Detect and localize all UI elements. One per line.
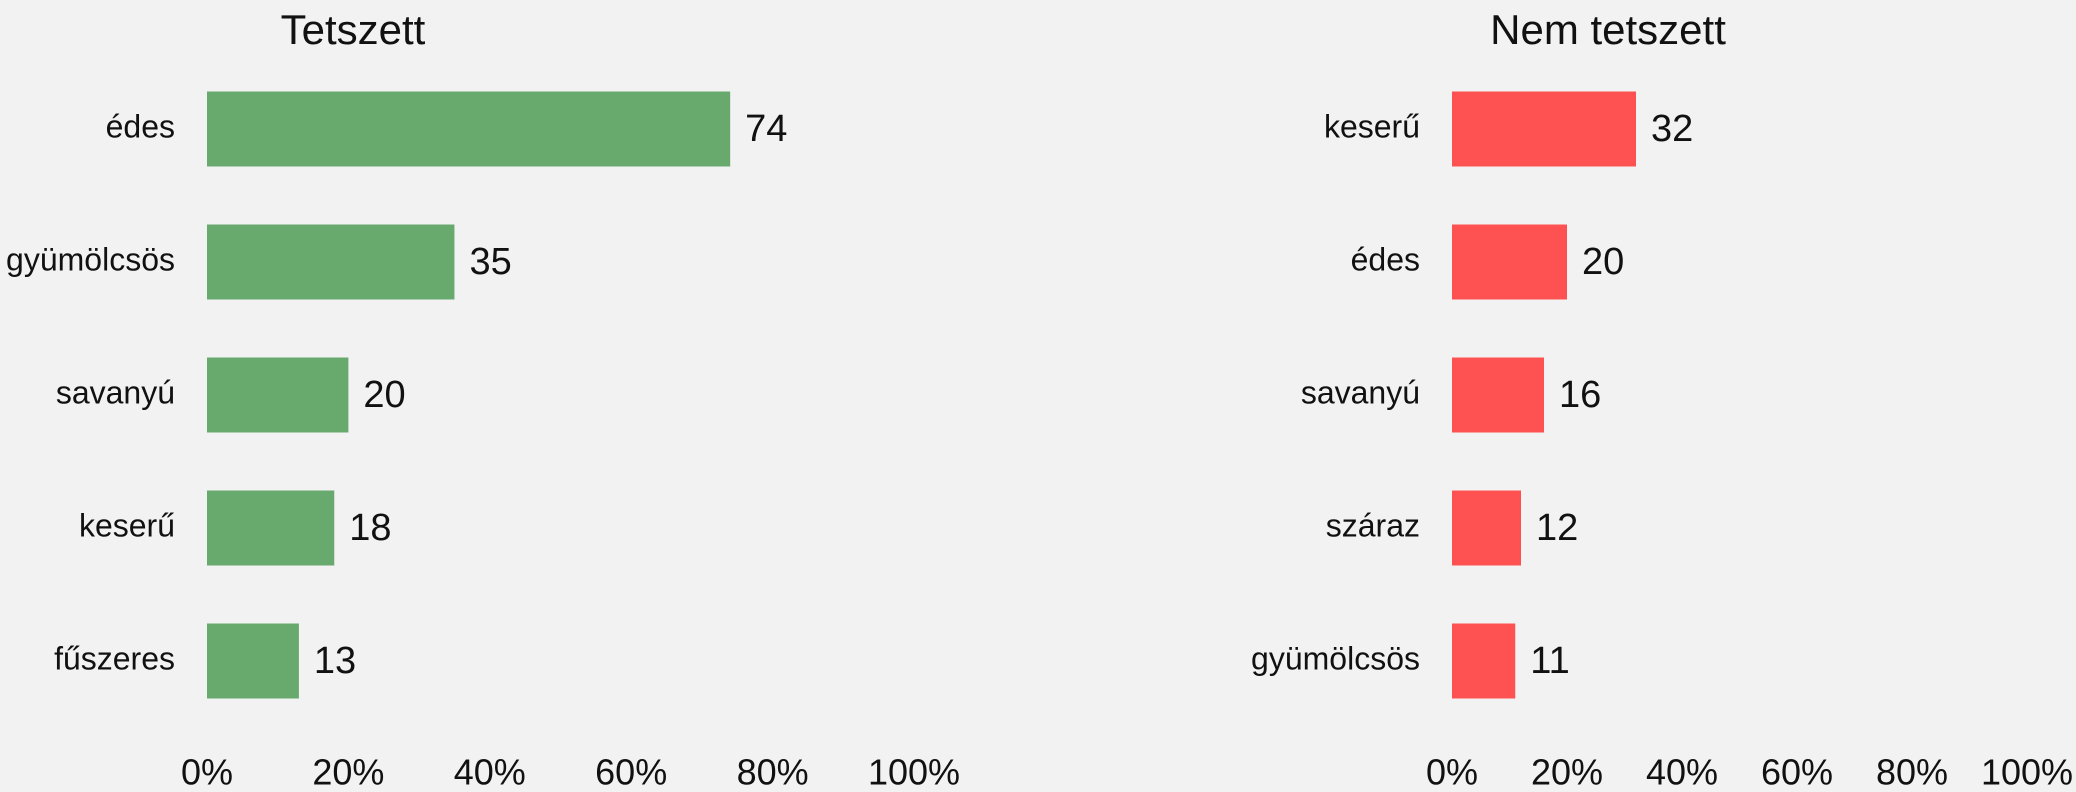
bar xyxy=(1452,623,1516,699)
data-label: 74 xyxy=(745,108,787,150)
y-tick-label: savanyú xyxy=(56,374,175,410)
x-tick-label: 0% xyxy=(1426,752,1478,792)
x-tick-label: 60% xyxy=(1761,752,1833,792)
x-tick-label: 0% xyxy=(181,752,233,792)
data-label: 18 xyxy=(349,507,391,549)
x-tick-label: 40% xyxy=(454,752,526,792)
data-label: 32 xyxy=(1651,108,1693,150)
chart-title: Tetszett xyxy=(281,6,426,53)
y-tick-label: gyümölcsös xyxy=(6,241,175,277)
chart-title: Nem tetszett xyxy=(1490,6,1726,53)
x-tick-label: 100% xyxy=(868,752,960,792)
bar xyxy=(1452,91,1636,167)
x-tick-label: 100% xyxy=(1981,752,2073,792)
bar xyxy=(207,91,731,167)
y-tick-label: keserű xyxy=(1324,108,1420,144)
bar xyxy=(1452,357,1544,433)
x-tick-label: 60% xyxy=(595,752,667,792)
data-label: 20 xyxy=(363,374,405,416)
bar xyxy=(207,623,299,699)
y-tick-label: fűszeres xyxy=(54,640,175,676)
data-label: 20 xyxy=(1582,241,1624,283)
data-label: 13 xyxy=(314,640,356,682)
x-tick-label: 40% xyxy=(1646,752,1718,792)
data-label: 35 xyxy=(469,241,511,283)
x-tick-label: 80% xyxy=(1876,752,1948,792)
x-tick-label: 20% xyxy=(1531,752,1603,792)
y-tick-label: gyümölcsös xyxy=(1251,640,1420,676)
bar xyxy=(1452,490,1521,566)
y-tick-label: édes xyxy=(106,108,175,144)
x-tick-label: 80% xyxy=(737,752,809,792)
bar xyxy=(207,357,349,433)
y-tick-label: keserű xyxy=(79,507,175,543)
bar xyxy=(207,224,455,300)
y-tick-label: száraz xyxy=(1326,507,1420,543)
bar xyxy=(1452,224,1567,300)
data-label: 12 xyxy=(1536,507,1578,549)
y-tick-label: édes xyxy=(1351,241,1420,277)
data-label: 11 xyxy=(1530,640,1569,682)
x-tick-label: 20% xyxy=(312,752,384,792)
data-label: 16 xyxy=(1559,374,1601,416)
y-tick-label: savanyú xyxy=(1301,374,1420,410)
bar xyxy=(207,490,335,566)
